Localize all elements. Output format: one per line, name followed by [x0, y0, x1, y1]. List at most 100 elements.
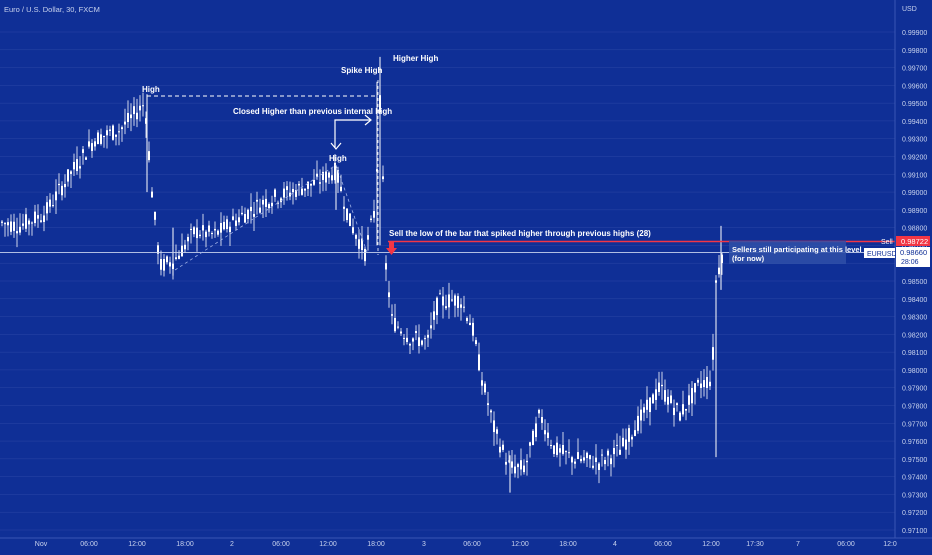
candle	[457, 293, 459, 317]
candle	[76, 146, 78, 175]
candle	[670, 390, 672, 405]
candle	[391, 304, 393, 325]
currency-label: USD	[902, 6, 917, 13]
price-tick-label: 0.99200	[902, 155, 927, 162]
candle	[109, 125, 111, 137]
candle	[505, 452, 507, 475]
time-tick-label: 06:00	[837, 541, 855, 548]
candle	[244, 207, 246, 223]
candle	[16, 217, 18, 248]
candle	[628, 424, 630, 455]
candle	[169, 256, 171, 274]
price-axis[interactable]	[895, 0, 932, 550]
annotation-sellers-line2: (for now)	[732, 254, 765, 263]
countdown-value: 28:06	[901, 259, 919, 266]
candle	[442, 287, 444, 319]
candle	[673, 399, 675, 427]
time-tick-label: 17:30	[746, 541, 764, 548]
candle	[472, 317, 474, 342]
candle	[577, 438, 579, 460]
candle	[322, 166, 324, 192]
candle	[127, 100, 129, 128]
candle	[37, 204, 39, 228]
current-price-value: 0.98660	[900, 248, 927, 257]
candle	[229, 221, 231, 246]
candle	[511, 450, 513, 474]
candle	[592, 455, 594, 470]
candle	[247, 208, 249, 224]
candle	[370, 215, 372, 223]
time-tick-label: 06:00	[272, 541, 290, 548]
price-tick-label: 0.99400	[902, 119, 927, 126]
candle	[79, 156, 81, 179]
candle	[637, 406, 639, 434]
candle	[517, 462, 519, 479]
price-tick-label: 0.99000	[902, 190, 927, 197]
candle	[484, 381, 486, 396]
candle	[67, 169, 69, 187]
candle	[496, 426, 498, 445]
candle	[148, 141, 150, 163]
candle	[610, 454, 612, 477]
candle	[604, 456, 606, 471]
candle	[295, 184, 297, 201]
time-tick-label: 18:00	[367, 541, 385, 548]
sell-price-value: 0.98722	[901, 237, 928, 246]
candle	[478, 342, 480, 372]
candle	[580, 455, 582, 464]
candle	[328, 171, 330, 184]
candle	[13, 213, 15, 238]
candle	[409, 342, 411, 354]
price-tick-label: 0.98000	[902, 368, 927, 375]
time-tick-label: 12:00	[128, 541, 146, 548]
arrow-down-icon	[330, 142, 342, 150]
arrow-right-icon	[334, 114, 372, 148]
candle	[721, 252, 723, 275]
candle	[178, 250, 180, 260]
time-axis[interactable]: Nov 06:00 12:00 18:00 2 06:00 12:00 18:00 3 06:00…	[35, 541, 897, 548]
candle	[598, 462, 600, 484]
candle	[364, 247, 366, 266]
candle	[649, 397, 651, 426]
price-tick-label: 0.98300	[902, 315, 927, 322]
candle	[367, 226, 369, 251]
candle	[280, 196, 282, 209]
candle	[424, 335, 426, 350]
price-tick-label: 0.97800	[902, 404, 927, 411]
price-ticks: 0.99900 0.99800 0.99700 0.99600 0.99500 0.994…	[902, 30, 927, 535]
annotation-sellers-line1: Sellers still participating at this leve…	[732, 245, 862, 254]
candle	[646, 386, 648, 419]
candle	[184, 239, 186, 253]
candle	[526, 454, 528, 476]
time-tick-label: 2	[230, 541, 234, 548]
time-tick-label: 06:00	[463, 541, 481, 548]
candle	[679, 411, 681, 422]
candle	[214, 221, 216, 238]
time-tick-label: 12:00	[511, 541, 529, 548]
candle	[103, 135, 105, 148]
candle	[451, 289, 453, 302]
time-tick-label: 06:00	[80, 541, 98, 548]
candle	[520, 448, 522, 476]
candle	[433, 301, 435, 330]
candle	[535, 416, 537, 442]
price-tick-label: 0.98500	[902, 279, 927, 286]
candle	[559, 444, 561, 467]
candle	[700, 370, 702, 399]
candle	[691, 381, 693, 417]
candle	[583, 450, 585, 464]
candle	[145, 111, 147, 138]
candle	[676, 402, 678, 412]
candle	[352, 218, 354, 235]
candle	[46, 195, 48, 221]
candle	[331, 167, 333, 184]
candle	[400, 328, 402, 336]
candle	[82, 145, 84, 165]
annotation-high-2: High	[329, 154, 347, 163]
candle	[139, 95, 141, 122]
candle	[163, 254, 165, 277]
candle	[55, 179, 57, 215]
symbol-tag-text: EURUSD	[867, 251, 897, 258]
